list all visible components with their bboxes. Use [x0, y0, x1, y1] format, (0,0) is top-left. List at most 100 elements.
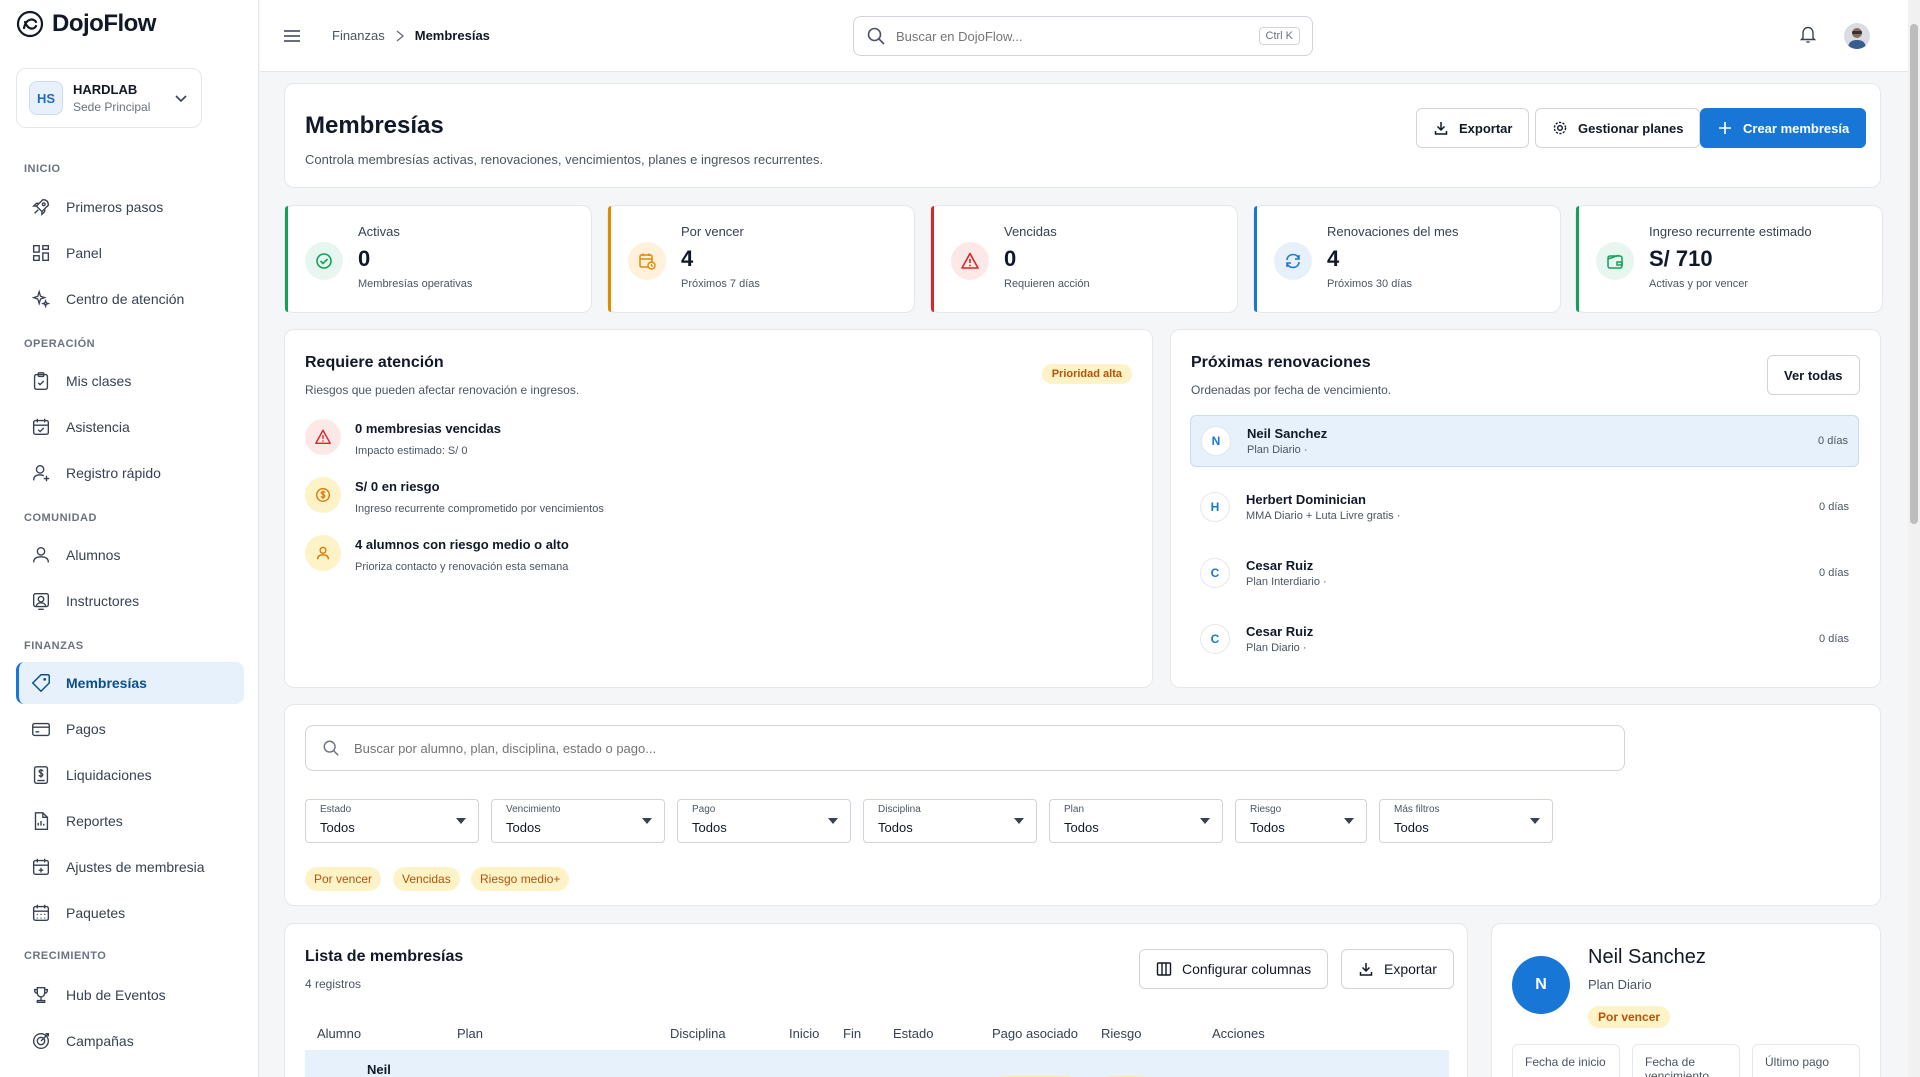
renewal-row[interactable]: H Herbert Dominician MMA Diario + Luta L… [1190, 481, 1859, 533]
list-export-button[interactable]: Exportar [1341, 949, 1454, 989]
table-row[interactable]: Neil [305, 1050, 1449, 1077]
sidebar-item-pagos[interactable]: Pagos [16, 708, 244, 750]
nav-section-operacion: OPERACIÓN [24, 338, 96, 350]
chip-por-vencer[interactable]: Por vencer [305, 867, 382, 891]
view-all-button[interactable]: Ver todas [1767, 355, 1860, 395]
sidebar-item-label: Reportes [66, 813, 123, 829]
manage-plans-button[interactable]: Gestionar planes [1535, 108, 1701, 148]
list-title: Lista de membresías [305, 948, 464, 965]
warning-icon [961, 252, 979, 269]
create-membership-button[interactable]: Crear membresía [1700, 108, 1867, 148]
filter-mas-filtros[interactable]: Más filtros Todos [1379, 799, 1553, 843]
scrollbar-thumb[interactable] [1910, 24, 1918, 524]
user-plus-icon [32, 464, 50, 482]
renewal-row[interactable]: C Cesar Ruiz Plan Interdiario · 0 días [1190, 547, 1859, 599]
column-fin[interactable]: Fin [843, 1026, 862, 1041]
user-avatar[interactable] [1844, 23, 1870, 49]
kpi-label: Renovaciones del mes [1327, 224, 1459, 239]
renewal-plan: MMA Diario + Luta Livre gratis · [1246, 510, 1401, 522]
attention-item[interactable]: 0 membresias vencidas Impacto estimado: … [305, 419, 501, 457]
app-logo[interactable]: DojoFlow [16, 10, 156, 38]
column-disciplina[interactable]: Disciplina [670, 1026, 726, 1041]
caret-down-icon [642, 818, 652, 824]
export-label: Exportar [1459, 120, 1513, 136]
detail-field-ultimo-pago: Último pago [1752, 1044, 1860, 1077]
global-search-input[interactable] [896, 28, 1249, 44]
attention-subtitle: Riesgos que pueden afectar renovación e … [305, 383, 580, 397]
rocket-icon [32, 198, 50, 216]
page-subtitle: Controla membresías activas, renovacione… [305, 152, 824, 167]
sidebar-item-primeros-pasos[interactable]: Primeros pasos [16, 186, 244, 228]
column-plan[interactable]: Plan [457, 1026, 484, 1041]
renewal-name: Cesar Ruiz [1246, 624, 1314, 639]
sidebar-item-mis-clases[interactable]: Mis clases [16, 360, 244, 402]
kpi-activas: Activas 0 Membresías operativas [284, 205, 592, 313]
menu-icon[interactable] [282, 26, 302, 46]
search-shortcut: Ctrl K [1258, 27, 1300, 45]
renewals-subtitle: Ordenadas por fecha de vencimiento. [1191, 383, 1392, 397]
tag-icon [31, 674, 50, 693]
column-pago-asociado[interactable]: Pago asociado [992, 1026, 1079, 1041]
filter-value: Todos [692, 820, 727, 835]
filter-riesgo[interactable]: Riesgo Todos [1235, 799, 1367, 843]
sidebar-item-asistencia[interactable]: Asistencia [16, 406, 244, 448]
export-button[interactable]: Exportar [1416, 108, 1530, 148]
column-alumno[interactable]: Alumno [317, 1026, 362, 1041]
filter-vencimiento[interactable]: Vencimiento Todos [491, 799, 665, 843]
caret-down-icon [1530, 818, 1540, 824]
sidebar-item-instructores[interactable]: Instructores [16, 580, 244, 622]
breadcrumb-finanzas[interactable]: Finanzas [332, 28, 385, 43]
manage-plans-label: Gestionar planes [1578, 120, 1684, 136]
chip-vencidas[interactable]: Vencidas [393, 867, 460, 891]
column-estado[interactable]: Estado [893, 1026, 934, 1041]
membership-search-input[interactable] [354, 740, 1608, 756]
chip-riesgo-medio[interactable]: Riesgo medio+ [471, 867, 570, 891]
page-scrollbar[interactable] [1908, 0, 1920, 1077]
membership-list-card: Lista de membresías 4 registros Configur… [284, 923, 1468, 1077]
view-all-label: Ver todas [1784, 367, 1843, 383]
configure-columns-button[interactable]: Configurar columnas [1139, 949, 1329, 989]
sidebar-item-centro-atencion[interactable]: Centro de atención [16, 278, 244, 320]
sidebar-item-label: Paquetes [66, 905, 126, 921]
membership-search[interactable] [305, 725, 1625, 771]
filter-estado[interactable]: Estado Todos [305, 799, 479, 843]
breadcrumb-membresias: Membresías [414, 28, 490, 43]
detail-status-badge: Por vencer [1588, 1006, 1671, 1028]
sidebar-item-panel[interactable]: Panel [16, 232, 244, 274]
page-header-card: Membresías Controla membresías activas, … [284, 83, 1881, 188]
sidebar-item-membresias[interactable]: Membresías [16, 662, 244, 704]
attention-item-title: S/ 0 en riesgo [355, 479, 440, 494]
calendar-plus-icon [32, 858, 50, 876]
kpi-sub: Próximos 30 días [1327, 278, 1412, 290]
sidebar-item-registro-rapido[interactable]: Registro rápido [16, 452, 244, 494]
sidebar-item-paquetes[interactable]: Paquetes [16, 892, 244, 934]
bell-icon[interactable] [1798, 24, 1818, 44]
attention-item-title: 0 membresias vencidas [355, 421, 501, 436]
renewal-name: Neil Sanchez [1247, 426, 1328, 441]
column-riesgo[interactable]: Riesgo [1101, 1026, 1142, 1041]
sidebar-item-ajustes-membresia[interactable]: Ajustes de membresia [16, 846, 244, 888]
sidebar-item-alumnos[interactable]: Alumnos [16, 534, 244, 576]
filter-plan[interactable]: Plan Todos [1049, 799, 1223, 843]
column-inicio[interactable]: Inicio [789, 1026, 820, 1041]
sidebar-item-reportes[interactable]: Reportes [16, 800, 244, 842]
attention-item[interactable]: S/ 0 en riesgo Ingreso recurrente compro… [305, 477, 604, 515]
caret-down-icon [828, 818, 838, 824]
filter-pago[interactable]: Pago Todos [677, 799, 851, 843]
sidebar-item-campanas[interactable]: Campañas [16, 1020, 244, 1062]
renewal-row[interactable]: N Neil Sanchez Plan Diario · 0 días [1190, 415, 1859, 467]
renewal-row[interactable]: C Cesar Ruiz Plan Diario · 0 días [1190, 613, 1859, 665]
sidebar-item-label: Membresías [66, 675, 147, 691]
kpi-sub: Membresías operativas [358, 278, 473, 290]
filter-disciplina[interactable]: Disciplina Todos [863, 799, 1037, 843]
global-search[interactable]: Ctrl K [853, 16, 1313, 56]
attention-item[interactable]: 4 alumnos con riesgo medio o alto Priori… [305, 535, 569, 573]
renewal-plan: Plan Interdiario · [1246, 576, 1327, 588]
filter-label: Plan [1064, 804, 1085, 815]
check-circle-icon [316, 253, 332, 269]
column-acciones[interactable]: Acciones [1212, 1026, 1265, 1041]
sidebar-item-hub-eventos[interactable]: Hub de Eventos [16, 974, 244, 1016]
org-switcher[interactable]: HS HARDLAB Sede Principal [16, 68, 202, 128]
kpi-value: 0 [1004, 246, 1017, 271]
sidebar-item-liquidaciones[interactable]: Liquidaciones [16, 754, 244, 796]
